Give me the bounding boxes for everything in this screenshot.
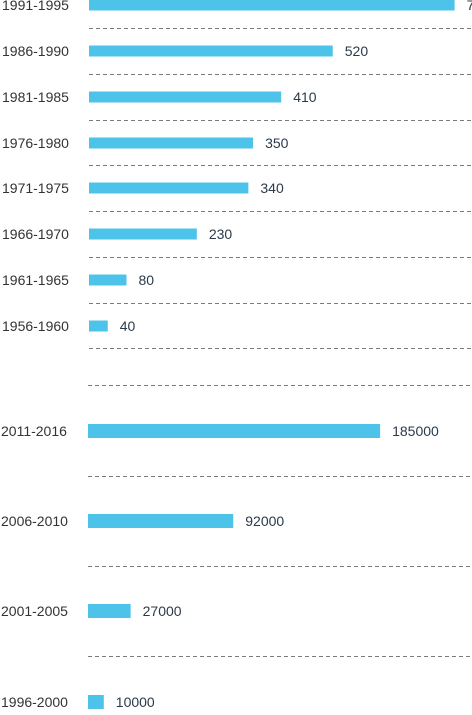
chart-1-value-label: 230	[209, 226, 233, 242]
chart-1-category-label: 1971-1975	[2, 180, 69, 196]
chart-1-value-label: 520	[345, 43, 369, 59]
chart-1-bar	[89, 320, 108, 332]
chart-1-value-label: 340	[260, 180, 284, 196]
chart-2-bar	[88, 695, 104, 709]
chart-1-value-label: 780	[467, 0, 472, 13]
chart-2-value-label: 27000	[143, 603, 182, 619]
chart-2-bar	[88, 604, 131, 618]
chart-2-category-label: 2011-2016	[1, 423, 67, 439]
chart-1-value-label: 40	[120, 318, 136, 334]
chart-1-category-label: 1961-1965	[2, 272, 69, 288]
chart-1-bar	[89, 274, 127, 286]
chart-1-value-label: 410	[293, 89, 317, 105]
chart-2-category-label: 1996-2000	[1, 694, 68, 710]
chart-1-category-label: 1976-1980	[2, 135, 69, 151]
chart-2-category-label: 2006-2010	[1, 513, 68, 529]
chart-1-category-label: 1986-1990	[2, 43, 69, 59]
chart-1-bar	[89, 182, 249, 194]
chart-2-value-label: 185000	[392, 423, 439, 439]
chart-1-category-label: 1991-1995	[2, 0, 69, 13]
chart-1-bar	[89, 0, 455, 11]
chart-2-value-label: 10000	[116, 694, 155, 710]
chart-2-bar	[88, 424, 381, 438]
chart-1-bar	[89, 228, 197, 240]
chart-1-bar	[89, 137, 254, 149]
chart-1-category-label: 1956-1960	[2, 318, 69, 334]
chart-2-bar	[88, 514, 234, 528]
chart-1-value-label: 80	[139, 272, 155, 288]
chart-2-value-label: 92000	[245, 513, 284, 529]
chart-1-category-label: 1981-1985	[2, 89, 69, 105]
chart-1-bar	[89, 91, 282, 103]
chart-1-value-label: 350	[265, 135, 289, 151]
chart-1-bar	[89, 45, 333, 57]
chart-1-category-label: 1966-1970	[2, 226, 69, 242]
chart-2-category-label: 2001-2005	[1, 603, 68, 619]
